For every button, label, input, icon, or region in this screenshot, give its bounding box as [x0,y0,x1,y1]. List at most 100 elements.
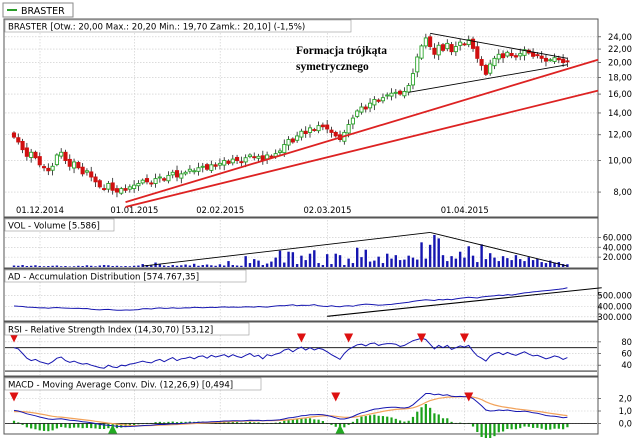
macd-histogram-bar [540,423,543,429]
macd-histogram-bar [34,423,37,430]
bear-candle [363,106,368,110]
volume-bar [433,234,436,267]
macd-buy-marker [108,424,118,434]
bear-candle [102,188,107,191]
macd-histogram-bar [175,422,179,424]
price-y-tick-label: 22,00 [608,44,632,54]
macd-histogram-bar [253,422,256,424]
volume-bar [197,265,200,267]
macd-histogram-bar [536,423,539,428]
macd-histogram-bar [437,414,440,424]
macd-histogram-bar [304,418,307,424]
bull-candle [505,51,510,57]
bear-candle [269,155,274,158]
macd-buy-marker [335,424,345,434]
price-y-tick-label: 8,00 [613,187,632,197]
volume-bar [141,264,144,267]
volume-bar [420,242,423,267]
macd-histogram-bar [64,423,67,428]
bull-candle [243,157,248,163]
volume-bar [467,246,470,267]
macd-histogram-bar [450,421,453,424]
volume-bar [107,265,110,267]
bull-candle [59,151,64,157]
bear-candle [239,161,244,164]
bear-candle [561,58,566,63]
volume-bar [17,265,20,267]
bull-candle [209,164,214,171]
volume-bar [210,265,213,267]
bear-candle [543,57,549,62]
instrument-tab[interactable]: BRASTER [2,2,74,18]
bull-candle [196,167,201,172]
macd-histogram-bar [321,421,324,424]
bull-candle [380,97,385,102]
bear-candle [110,182,115,191]
volume-bar [480,244,483,267]
price-y-tick-label: 10,00 [608,156,632,166]
macd-histogram-bar [283,420,286,424]
volume-bar [313,250,316,267]
macd-histogram-bar [420,407,423,424]
bull-candle [247,154,253,158]
macd-histogram-bar [248,421,252,424]
triangle-trendline [408,64,568,93]
bull-candle [402,91,407,97]
volume-y-tick-label: 20.000 [603,252,632,262]
macd-histogram-bar [407,420,410,424]
macd-line [13,393,568,428]
volume-bar [115,265,119,267]
macd-histogram-bar [493,423,496,437]
bear-candle [428,36,433,47]
ad-y-tick-label: 300.000 [597,312,632,322]
volume-bar [171,265,174,267]
pattern-annotation-line1: Formacja trójkąta [296,45,387,57]
macd-histogram-bar [154,422,157,424]
macd-histogram-bar [133,423,136,426]
volume-bar [81,266,84,267]
volume-bar [59,266,63,267]
bear-candle [376,99,381,102]
macd-histogram-bar [85,423,89,428]
volume-bar [527,257,530,267]
macd-histogram-bar [47,423,50,432]
volume-bar [248,263,252,267]
macd-histogram-bar [107,423,110,429]
volume-bar [454,258,458,267]
volume-bar [351,263,355,267]
volume-bar [488,253,492,267]
macd-histogram-bar [137,423,140,425]
macd-histogram-bar [244,422,247,424]
volume-bar [257,260,260,267]
macd-histogram-bar [51,423,54,431]
bear-candle [89,171,94,178]
volume-bar [343,265,346,267]
macd-histogram-bar [94,423,97,429]
macd-histogram-bar [562,423,565,430]
bear-candle [531,51,536,57]
bull-candle [355,110,360,117]
volume-bar [85,265,89,267]
macd-histogram-bar [167,421,170,424]
volume-bar [162,265,166,267]
macd-histogram-bar [30,423,33,429]
bear-candle [33,151,38,159]
bear-candle [162,178,167,181]
volume-y-tick-label: 60.000 [603,232,632,242]
macd-histogram-bar [287,419,290,424]
volume-bar [398,260,402,267]
macd-histogram-bar [381,416,385,424]
macd-histogram-bar [446,418,449,424]
bear-candle [20,140,25,151]
bull-candle [458,41,463,46]
volume-bar [536,258,539,267]
bull-candle [230,158,235,164]
macd-histogram-bar [72,423,76,428]
bear-candle [144,178,150,183]
macd-histogram-bar [471,423,475,427]
macd-histogram-bar [399,420,402,424]
volume-bar [338,255,342,267]
volume-bar [29,265,33,267]
macd-histogram-bar [519,423,522,429]
volume-bar [124,266,127,267]
